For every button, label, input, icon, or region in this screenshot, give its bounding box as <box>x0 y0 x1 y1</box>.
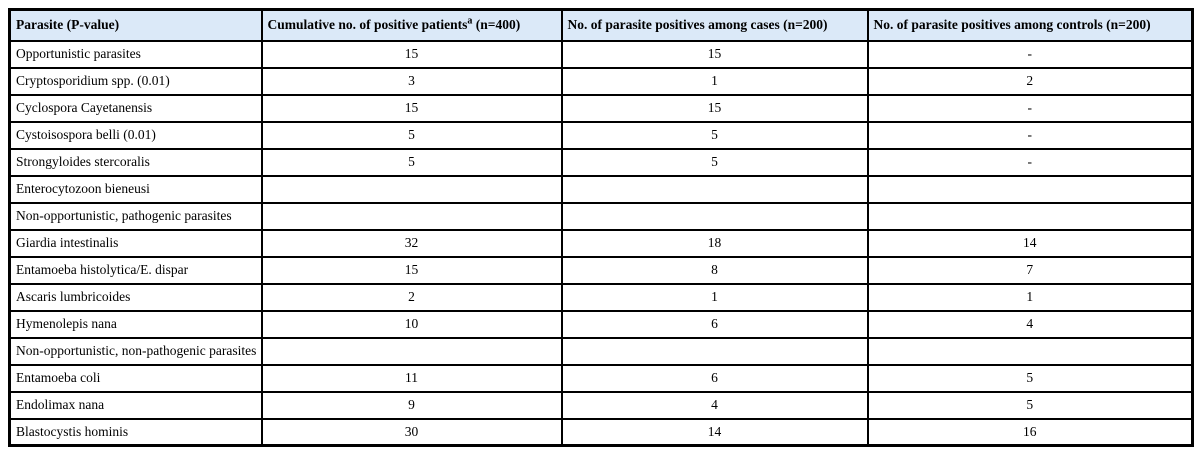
cases-value-cell <box>560 174 869 204</box>
table-row: Giardia intestinalis 32 18 14 <box>8 228 1194 258</box>
controls-value-cell: 7 <box>866 255 1194 285</box>
controls-value-cell <box>866 201 1194 231</box>
column-header-cumulative-label: Cumulative no. of positive patients <box>267 17 468 32</box>
table-row: Enterocytozoon bieneusi <box>8 174 1194 204</box>
parasite-name-cell: Entamoeba coli <box>8 363 263 393</box>
cumulative-value-cell: 30 <box>260 417 563 447</box>
column-header-cumulative: Cumulative no. of positive patientsa (n=… <box>260 8 563 42</box>
cases-value-cell: 5 <box>560 147 869 177</box>
parasite-name-cell: Non-opportunistic, pathogenic parasites <box>8 201 263 231</box>
cases-value-cell: 6 <box>560 363 869 393</box>
cumulative-value-cell: 3 <box>260 66 563 96</box>
controls-value-cell: 4 <box>866 309 1194 339</box>
table-row: Blastocystis hominis 30 14 16 <box>8 417 1194 447</box>
cases-value-cell: 15 <box>560 39 869 69</box>
parasite-name-cell: Cryptosporidium spp. (0.01) <box>8 66 263 96</box>
table-row: Cystoisospora belli (0.01) 5 5- <box>8 120 1194 150</box>
cases-value-cell: 18 <box>560 228 869 258</box>
table-row: Hymenolepis nana 10 6 4 <box>8 309 1194 339</box>
table-body: Opportunistic parasites 15 15- Cryptosporid… <box>8 39 1194 447</box>
cumulative-value-cell: 15 <box>260 39 563 69</box>
parasite-name-cell: Opportunistic parasites <box>8 39 263 69</box>
parasite-name-cell: Entamoeba histolytica/E. dispar <box>8 255 263 285</box>
cases-value-cell: 1 <box>560 282 869 312</box>
header-row: Parasite (P-value) Cumulative no. of pos… <box>8 8 1194 42</box>
controls-value-cell: - <box>866 93 1194 123</box>
controls-value-cell: 5 <box>866 363 1194 393</box>
controls-value-cell: 14 <box>866 228 1194 258</box>
column-header-parasite: Parasite (P-value) <box>8 8 263 42</box>
cases-value-cell: 5 <box>560 120 869 150</box>
column-header-cumulative-suffix: (n=400) <box>472 17 521 32</box>
table-header: Parasite (P-value) Cumulative no. of pos… <box>8 8 1194 42</box>
cumulative-value-cell: 5 <box>260 120 563 150</box>
table-row: Endolimax nana 9 4 5 <box>8 390 1194 420</box>
cases-value-cell: 15 <box>560 93 869 123</box>
cases-value-cell <box>560 201 869 231</box>
controls-value-cell: - <box>866 120 1194 150</box>
cumulative-value-cell: 10 <box>260 309 563 339</box>
table-row: Entamoeba histolytica/E. dispar 15 8 7 <box>8 255 1194 285</box>
parasite-name-cell: Cystoisospora belli (0.01) <box>8 120 263 150</box>
controls-value-cell: 5 <box>866 390 1194 420</box>
cumulative-value-cell: 15 <box>260 255 563 285</box>
parasite-prevalence-table: Parasite (P-value) Cumulative no. of pos… <box>8 8 1194 448</box>
cumulative-value-cell: 9 <box>260 390 563 420</box>
cumulative-value-cell: 2 <box>260 282 563 312</box>
cumulative-value-cell <box>260 174 563 204</box>
cases-value-cell: 4 <box>560 390 869 420</box>
footnote-marker: a <box>467 15 473 27</box>
table-row: Cryptosporidium spp. (0.01) 3 1 2 <box>8 66 1194 96</box>
controls-value-cell: 2 <box>866 66 1194 96</box>
table-row: Cyclospora Cayetanensis 15 15- <box>8 93 1194 123</box>
cases-value-cell: 1 <box>560 66 869 96</box>
column-header-controls: No. of parasite positives among controls… <box>866 8 1194 42</box>
table-row: Non-opportunistic, pathogenic parasites <box>8 201 1194 231</box>
table-row: Entamoeba coli 11 6 5 <box>8 363 1194 393</box>
cumulative-value-cell: 5 <box>260 147 563 177</box>
cumulative-value-cell <box>260 336 563 366</box>
cases-value-cell: 6 <box>560 309 869 339</box>
table-row: Strongyloides stercoralis 5 5- <box>8 147 1194 177</box>
cumulative-value-cell: 11 <box>260 363 563 393</box>
parasite-name-cell: Ascaris lumbricoides <box>8 282 263 312</box>
parasite-name-cell: Hymenolepis nana <box>8 309 263 339</box>
cases-value-cell: 8 <box>560 255 869 285</box>
table-row: Ascaris lumbricoides 2 1 1 <box>8 282 1194 312</box>
cases-value-cell: 14 <box>560 417 869 447</box>
column-header-cases: No. of parasite positives among cases (n… <box>560 8 869 42</box>
cumulative-value-cell <box>260 201 563 231</box>
cumulative-value-cell: 15 <box>260 93 563 123</box>
controls-value-cell <box>866 174 1194 204</box>
controls-value-cell: 1 <box>866 282 1194 312</box>
parasite-name-cell: Cyclospora Cayetanensis <box>8 93 263 123</box>
parasite-name-cell: Strongyloides stercoralis <box>8 147 263 177</box>
parasite-name-cell: Giardia intestinalis <box>8 228 263 258</box>
table-row: Non-opportunistic, non-pathogenic parasi… <box>8 336 1194 366</box>
controls-value-cell <box>866 336 1194 366</box>
controls-value-cell: - <box>866 147 1194 177</box>
table-row: Opportunistic parasites 15 15- <box>8 39 1194 69</box>
parasite-name-cell: Blastocystis hominis <box>8 417 263 447</box>
controls-value-cell: 16 <box>866 417 1194 447</box>
cumulative-value-cell: 32 <box>260 228 563 258</box>
parasite-name-cell: Endolimax nana <box>8 390 263 420</box>
cases-value-cell <box>560 336 869 366</box>
parasite-name-cell: Non-opportunistic, non-pathogenic parasi… <box>8 336 263 366</box>
controls-value-cell: - <box>866 39 1194 69</box>
parasite-name-cell: Enterocytozoon bieneusi <box>8 174 263 204</box>
